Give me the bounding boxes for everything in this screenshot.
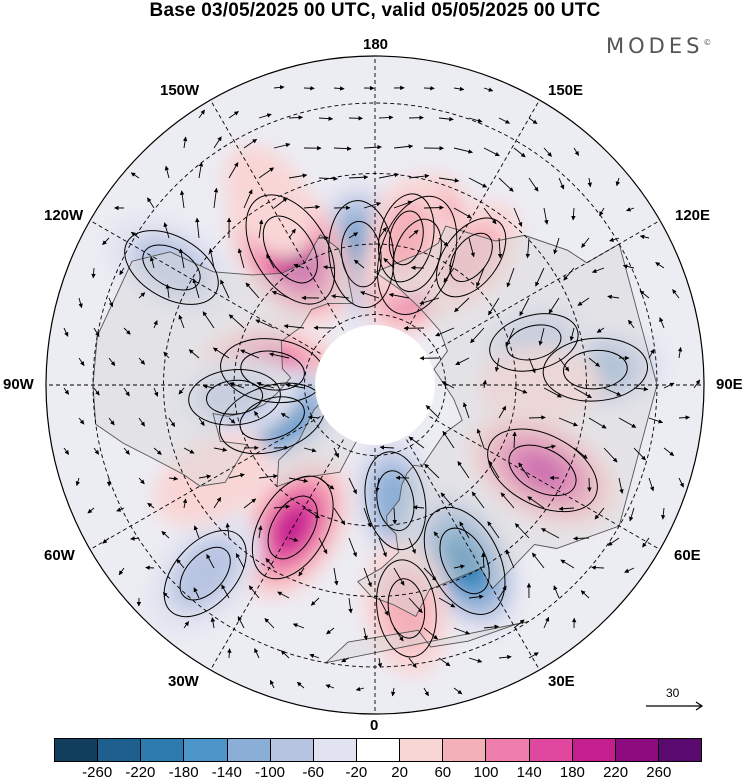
colorbar-tick-label: -220 xyxy=(125,764,155,781)
wind-reference-arrow xyxy=(644,686,714,716)
map-title: Base 03/05/2025 00 UTC, valid 05/05/2025… xyxy=(0,0,750,22)
colorbar-tick-label: 140 xyxy=(517,764,542,781)
polar-map xyxy=(0,0,750,735)
colorbar-swatch xyxy=(659,739,701,761)
wind-arrow xyxy=(592,567,604,568)
colorbar-tick-label: 220 xyxy=(603,764,628,781)
colorbar xyxy=(54,738,702,762)
colorbar-swatch xyxy=(357,739,400,761)
colorbar-swatch xyxy=(400,739,443,761)
colorbar-swatch xyxy=(573,739,616,761)
wind-arrow xyxy=(574,538,590,539)
colorbar-tick-label: -60 xyxy=(302,764,324,781)
lon-label-90w: 90W xyxy=(3,376,34,393)
colorbar-swatch xyxy=(141,739,184,761)
lon-label-60e: 60E xyxy=(674,547,701,564)
colorbar-tick-label: -260 xyxy=(82,764,112,781)
colorbar-tick-label: 180 xyxy=(560,764,585,781)
lon-label-90e: 90E xyxy=(716,376,743,393)
colorbar-swatch xyxy=(486,739,529,761)
lon-label-120w: 120W xyxy=(44,207,83,224)
colorbar-tick-label: 60 xyxy=(434,764,451,781)
colorbar-swatch xyxy=(271,739,314,761)
colorbar-swatch xyxy=(98,739,141,761)
polar-data-gap xyxy=(315,325,435,445)
colorbar-ticks: -260 -220 -180 -140 -100 -60 -20 20 60 100 140 180 2… xyxy=(54,764,702,784)
map-disc xyxy=(40,50,710,720)
wind-reference: 30 xyxy=(644,686,714,716)
colorbar-swatch xyxy=(228,739,271,761)
colorbar-tick-label: 260 xyxy=(646,764,671,781)
colorbar-swatch xyxy=(530,739,573,761)
wind-arrow xyxy=(529,417,545,418)
colorbar-swatch xyxy=(184,739,227,761)
colorbar-tick-label: -180 xyxy=(169,764,199,781)
colorbar-tick-label: -20 xyxy=(346,764,368,781)
colorbar-swatch xyxy=(616,739,659,761)
lon-label-30w: 30W xyxy=(168,673,199,690)
lon-label-180: 180 xyxy=(363,36,388,53)
lon-label-0: 0 xyxy=(370,717,378,734)
lon-label-120e: 120E xyxy=(675,207,710,224)
lon-label-60w: 60W xyxy=(44,547,75,564)
colorbar-tick-label: -140 xyxy=(212,764,242,781)
wind-arrow xyxy=(146,568,154,569)
wind-arrow xyxy=(589,478,590,492)
lon-label-150e: 150E xyxy=(548,82,583,99)
colorbar-swatch xyxy=(55,739,98,761)
wind-arrow xyxy=(424,208,444,209)
wind-arrow xyxy=(229,649,230,658)
colorbar-swatch xyxy=(443,739,486,761)
colorbar-tick-label: 20 xyxy=(391,764,408,781)
colorbar-tick-label: -100 xyxy=(255,764,285,781)
colorbar-swatch xyxy=(314,739,357,761)
lon-label-150w: 150W xyxy=(160,82,199,99)
brand-mark: © xyxy=(703,38,711,47)
colorbar-tick-label: 100 xyxy=(473,764,498,781)
modes-logo: MODES© xyxy=(606,34,711,58)
lon-label-30e: 30E xyxy=(548,673,575,690)
brand-text: MODES xyxy=(606,34,703,58)
